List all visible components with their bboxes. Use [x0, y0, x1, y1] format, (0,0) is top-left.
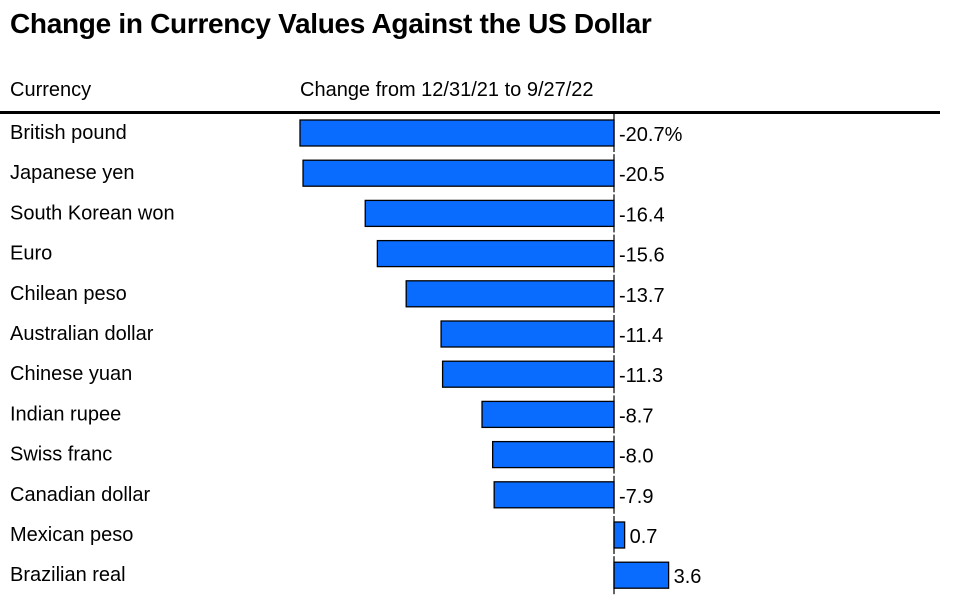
- category-label: British pound: [10, 122, 127, 144]
- category-label: Chilean peso: [10, 283, 127, 305]
- bar: [440, 320, 615, 348]
- category-label: South Korean won: [10, 202, 175, 224]
- value-label: -11.4: [619, 325, 663, 347]
- value-label: -20.7%: [619, 124, 683, 146]
- category-label: Swiss franc: [10, 444, 112, 466]
- bar: [302, 159, 615, 187]
- value-label: -16.4: [619, 204, 665, 226]
- bar: [299, 119, 615, 147]
- value-label: 3.6: [674, 566, 702, 588]
- value-label: -8.7: [619, 405, 653, 427]
- header-rule: [0, 111, 940, 114]
- value-label: -7.9: [619, 486, 653, 508]
- value-label: -13.7: [619, 285, 665, 307]
- category-label: Chinese yuan: [10, 363, 132, 385]
- bar: [491, 440, 615, 469]
- value-label: -15.6: [619, 245, 665, 267]
- chart-title: Change in Currency Values Against the US…: [10, 8, 652, 39]
- category-label: Mexican peso: [10, 524, 133, 546]
- category-label: Canadian dollar: [10, 484, 150, 506]
- bar: [613, 521, 626, 549]
- bar: [493, 481, 615, 509]
- change-column-header: Change from 12/31/21 to 9/27/22: [300, 79, 594, 101]
- currency-column-header: Currency: [10, 79, 92, 101]
- value-label: -11.3: [619, 365, 663, 387]
- category-label: Japanese yen: [10, 162, 135, 184]
- bar: [405, 280, 615, 308]
- bar: [441, 360, 615, 388]
- bar: [481, 400, 615, 429]
- category-label: Euro: [10, 243, 52, 265]
- bar: [613, 561, 670, 589]
- bar: [364, 199, 615, 228]
- bar: [376, 239, 615, 268]
- category-label: Brazilian real: [10, 564, 126, 586]
- value-label: -8.0: [619, 446, 653, 468]
- category-label: Australian dollar: [10, 323, 154, 345]
- value-label: -20.5: [619, 164, 665, 186]
- value-label: 0.7: [630, 526, 658, 548]
- category-label: Indian rupee: [10, 403, 121, 425]
